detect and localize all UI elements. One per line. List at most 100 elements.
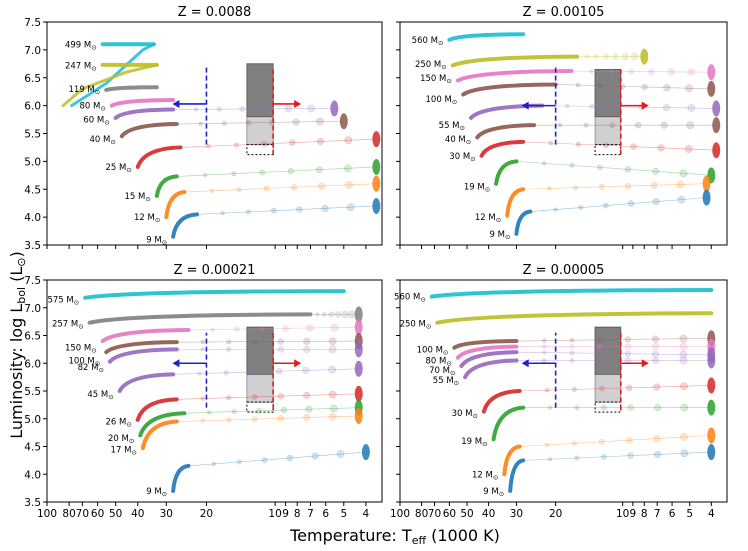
- track-tail-point: [343, 164, 352, 173]
- lbv-region-dark: [594, 68, 622, 118]
- track-tail-point: [553, 207, 558, 212]
- track-end-cluster: [354, 306, 363, 323]
- track-30: 30 M⊙: [449, 139, 721, 163]
- arrow-red-head: [641, 101, 649, 110]
- track-end-cluster: [707, 352, 716, 369]
- track-247: 247 M⊙: [61, 61, 159, 108]
- track-main-sequence: [447, 32, 526, 42]
- mass-label: 12 M⊙: [472, 470, 498, 481]
- y-tick-label: 3.5: [24, 497, 41, 509]
- track-17: 17 M⊙: [111, 407, 363, 456]
- mass-label: 30 M⊙: [449, 152, 475, 163]
- track-main-sequence: [164, 190, 187, 220]
- mass-label: 560 M⊙: [412, 36, 444, 47]
- mass-label: 30 M⊙: [452, 409, 478, 420]
- track-tail-point: [223, 370, 229, 376]
- track-main-sequence: [135, 145, 183, 169]
- track-end-cluster: [372, 175, 381, 192]
- track-tail-point: [680, 433, 688, 441]
- track-40: 40 M⊙: [445, 117, 721, 146]
- track-tail-point: [569, 162, 575, 168]
- mass-label: 100 M⊙: [417, 345, 449, 356]
- track-tail-point: [330, 323, 339, 332]
- track-end-cluster: [702, 175, 711, 192]
- mass-label: 12 M⊙: [475, 213, 501, 224]
- track-tail-point: [589, 103, 595, 109]
- track-tail-point: [603, 202, 609, 209]
- track-tail: [188, 451, 366, 467]
- track-tail-point: [630, 52, 639, 61]
- track-tail-point: [628, 68, 635, 75]
- track-tail-point: [686, 121, 695, 130]
- track-tail-point: [544, 442, 550, 448]
- track-tail-point: [200, 347, 205, 352]
- x-tick-label: 50: [460, 508, 473, 520]
- track-main-sequence: [87, 312, 313, 325]
- panel-title: Z = 0.00105: [523, 5, 605, 20]
- track-tail-point: [276, 368, 283, 375]
- track-tail-point: [650, 181, 658, 189]
- track-tail-point: [328, 390, 337, 399]
- x-tick-label: 100: [37, 508, 57, 520]
- track-tail-point: [584, 54, 589, 59]
- y-tick-label: 7.5: [24, 275, 41, 287]
- track-tail-point: [261, 141, 268, 147]
- track-tail-point: [236, 459, 242, 465]
- track-tail-point: [303, 345, 311, 353]
- track-tail-point: [624, 336, 631, 343]
- mass-label: 150 M⊙: [65, 344, 97, 355]
- track-main-sequence: [463, 358, 519, 380]
- track-main-sequence: [171, 463, 191, 493]
- track-tail-point: [329, 404, 338, 413]
- track-tail-point: [603, 53, 609, 60]
- track-tail-point: [316, 117, 324, 126]
- mass-label: 45 M⊙: [87, 390, 113, 401]
- track-tail: [173, 368, 359, 375]
- track-tail-point: [657, 144, 665, 152]
- track-tail-point: [687, 68, 696, 76]
- track-tail-point: [336, 450, 345, 458]
- track-tail-point: [648, 68, 655, 75]
- y-tick-label: 6.0: [24, 358, 41, 370]
- track-250: 250 M⊙: [400, 311, 714, 330]
- x-tick-label: 30: [510, 508, 523, 520]
- track-main-sequence: [119, 122, 179, 139]
- x-tick-label: 70: [76, 508, 89, 520]
- arrow-blue-head: [521, 359, 529, 368]
- track-tail-point: [687, 104, 696, 112]
- track-tail-point: [575, 141, 581, 147]
- arrow-red-head: [294, 359, 302, 368]
- track-tail-point: [569, 344, 575, 350]
- mass-label: 19 M⊙: [464, 182, 490, 193]
- track-tail-point: [684, 145, 693, 153]
- track-tail-point: [269, 119, 276, 126]
- track-tail-point: [277, 346, 284, 353]
- track-tail-point: [676, 180, 685, 189]
- track-end-cluster: [640, 48, 649, 65]
- track-tail-point: [578, 205, 584, 211]
- track-end-cluster: [712, 142, 721, 159]
- track-end-cluster: [339, 113, 348, 130]
- track-19: 19 M⊙: [461, 399, 716, 448]
- y-tick-label: 6.0: [24, 101, 41, 113]
- arrow-blue-head: [172, 359, 180, 368]
- track-tail: [555, 84, 712, 90]
- mass-label: 19 M⊙: [461, 437, 487, 448]
- track-560: 560 M⊙: [394, 287, 714, 304]
- track-tail-point: [624, 166, 631, 173]
- track-tail: [176, 166, 377, 177]
- mass-label: 20 M⊙: [108, 434, 134, 445]
- track-tail-point: [652, 343, 660, 351]
- track-end-cluster: [354, 319, 363, 336]
- track-tail-point: [290, 184, 298, 191]
- mass-label: 9 M⊙: [490, 230, 511, 241]
- mass-label: 26 M⊙: [105, 418, 131, 429]
- track-tail-point: [303, 391, 311, 399]
- track-tail-point: [200, 339, 205, 345]
- x-tick-label: 80: [62, 508, 75, 520]
- track-tail-point: [624, 182, 632, 190]
- track-main-sequence: [113, 107, 176, 120]
- y-tick-label: 6.5: [24, 331, 41, 343]
- track-tail-point: [216, 106, 222, 112]
